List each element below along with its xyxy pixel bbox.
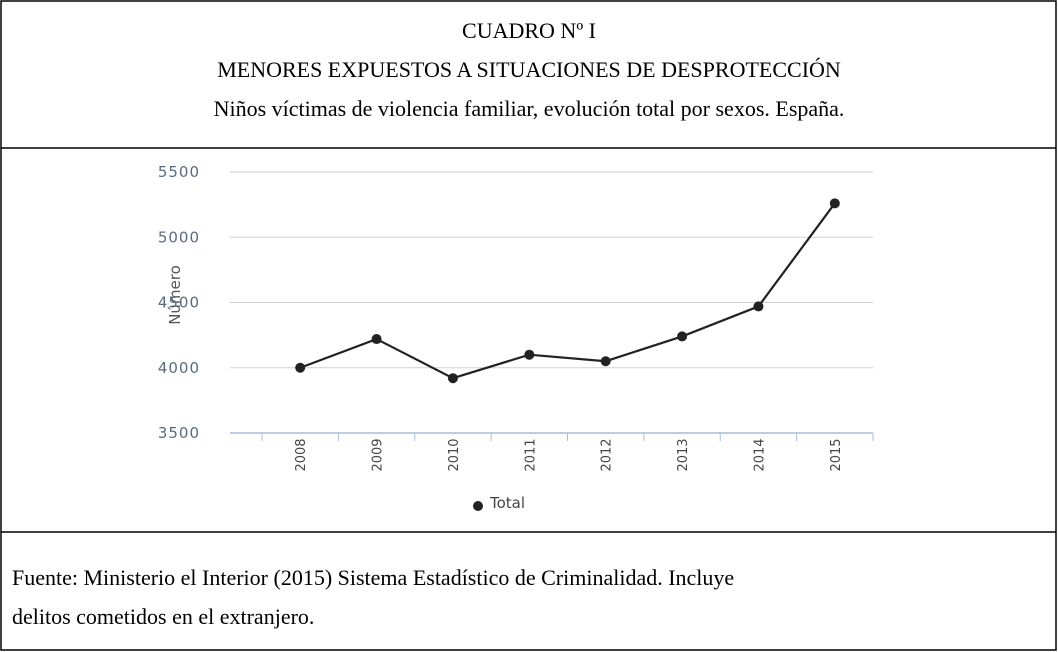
x-tick-label: 2013 — [676, 438, 691, 471]
y-tick-label: 5500 — [158, 163, 200, 181]
legend-marker — [473, 501, 483, 511]
header-line: CUADRO Nº I — [462, 18, 596, 43]
data-point — [677, 331, 688, 342]
header-line: Niños víctimas de violencia familiar, ev… — [214, 96, 845, 121]
data-point — [447, 373, 458, 384]
data-point — [600, 356, 611, 367]
header-line: MENORES EXPUESTOS A SITUACIONES DE DESPR… — [217, 57, 841, 82]
y-tick-label: 5000 — [158, 228, 200, 246]
y-axis-label: Número — [166, 265, 184, 325]
x-tick-label: 2012 — [600, 438, 615, 471]
y-tick-label: 4500 — [158, 294, 200, 312]
data-point — [829, 198, 840, 209]
x-tick-label: 2009 — [371, 438, 386, 471]
x-tick-label: 2011 — [523, 438, 538, 471]
y-tick-label: 3500 — [158, 424, 200, 442]
x-tick-label: 2008 — [294, 438, 309, 471]
footer-line: delitos cometidos en el extranjero. — [12, 604, 314, 629]
data-point — [295, 362, 306, 373]
footer-line: Fuente: Ministerio el Interior (2015) Si… — [12, 565, 734, 590]
x-tick-label: 2010 — [447, 438, 462, 471]
data-point — [524, 349, 535, 360]
x-tick-label: 2014 — [752, 438, 767, 471]
y-tick-label: 4000 — [158, 359, 200, 377]
series-line — [299, 202, 836, 380]
x-tick-label: 2015 — [829, 438, 844, 471]
data-point — [371, 334, 382, 345]
legend-label: Total — [489, 494, 525, 512]
data-point — [753, 301, 764, 312]
